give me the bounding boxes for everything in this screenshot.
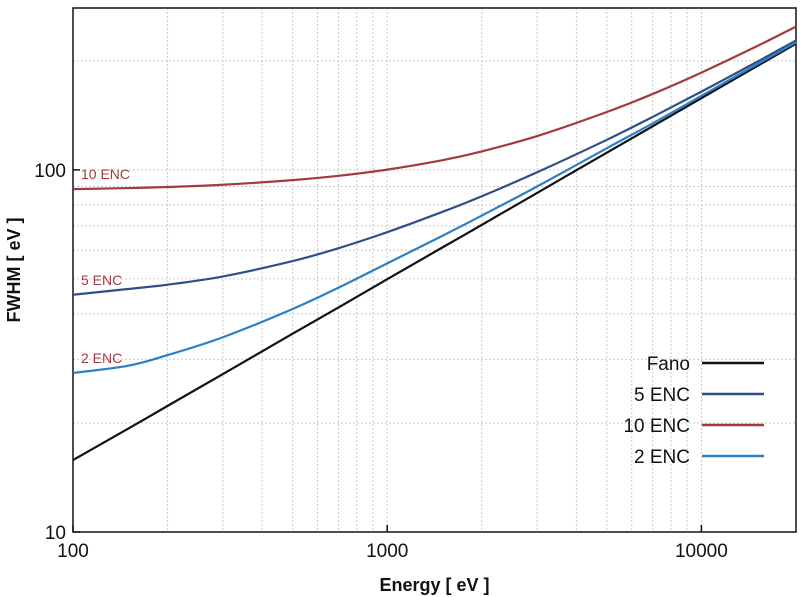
legend-label-10-enc: 10 ENC (623, 416, 690, 437)
series-line-10-enc (72, 25, 797, 191)
series-line-fano (72, 42, 797, 462)
legend-label-2-enc: 2 ENC (634, 447, 690, 468)
x-axis-title: Energy [ eV ] (379, 575, 489, 595)
y-axis-title: FWHM [ eV ] (4, 218, 24, 323)
x-tick-label: 100 (57, 541, 89, 562)
curve-annotations: 10 ENC 5 ENC 2 ENC (81, 166, 130, 366)
legend-label-fano: Fano (647, 354, 690, 375)
series-line-5-enc (72, 39, 797, 296)
legend-label-5-enc: 5 ENC (634, 385, 690, 406)
grid-lines (73, 8, 796, 532)
series-line-2-enc (72, 41, 797, 375)
x-tick-label: 1000 (366, 541, 408, 562)
y-tick-label: 10 (45, 523, 66, 544)
annotation-2-enc: 2 ENC (81, 350, 122, 366)
annotation-10-enc: 10 ENC (81, 166, 130, 182)
plot-frame (72, 7, 797, 533)
y-tick-label: 100 (34, 161, 66, 182)
series-lines (72, 25, 797, 462)
annotation-5-enc: 5 ENC (81, 272, 122, 288)
x-tick-label: 10000 (675, 541, 728, 562)
legend: Fano 5 ENC 10 ENC 2 ENC (623, 354, 764, 468)
